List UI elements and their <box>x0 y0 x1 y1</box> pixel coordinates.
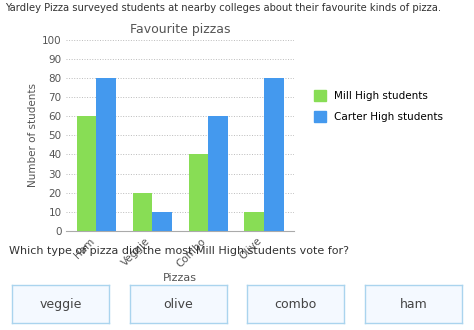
Title: Favourite pizzas: Favourite pizzas <box>130 23 230 36</box>
Legend: Mill High students, Carter High students: Mill High students, Carter High students <box>310 87 447 125</box>
Bar <box>152 212 172 231</box>
Text: combo: combo <box>275 298 317 311</box>
Text: Which type of pizza did the most Mill High students vote for?: Which type of pizza did the most Mill Hi… <box>9 246 349 256</box>
Text: Yardley Pizza surveyed students at nearby colleges about their favourite kinds o: Yardley Pizza surveyed students at nearb… <box>5 3 441 13</box>
Bar <box>189 154 208 231</box>
Bar <box>208 116 228 231</box>
Text: veggie: veggie <box>39 298 82 311</box>
Bar <box>133 193 152 231</box>
Text: ham: ham <box>400 298 428 311</box>
Bar <box>264 78 283 231</box>
Y-axis label: Number of students: Number of students <box>27 83 38 187</box>
Bar <box>96 78 116 231</box>
Bar <box>77 116 96 231</box>
Bar <box>245 212 264 231</box>
Text: olive: olive <box>163 298 193 311</box>
X-axis label: Pizzas: Pizzas <box>163 273 197 283</box>
